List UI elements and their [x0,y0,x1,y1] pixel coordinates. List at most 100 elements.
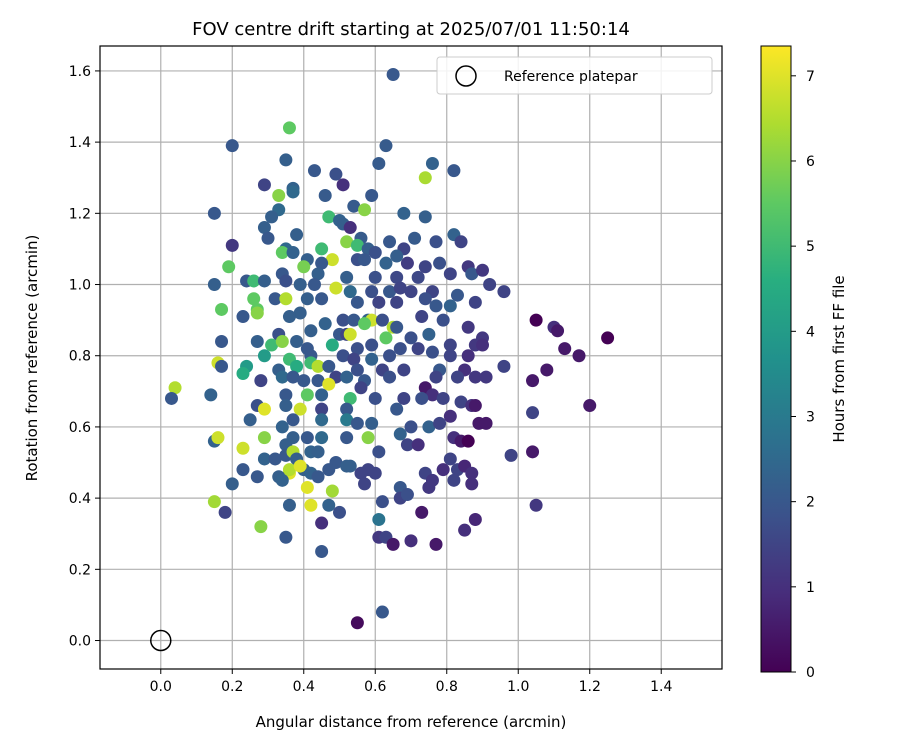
data-point [257,452,271,466]
data-point [225,477,239,491]
data-point [250,470,264,484]
data-point [436,391,450,405]
data-point [286,245,300,259]
data-point [497,359,511,373]
data-point [329,281,343,295]
data-point [350,342,364,356]
legend-entry-label: Reference platepar [504,69,638,85]
data-point [275,420,289,434]
data-point [365,285,379,299]
data-point [236,367,250,381]
data-point [400,488,414,502]
colorbar: 0 1 2 3 4 5 6 7 Hours from first FF file [760,45,848,681]
data-point [311,267,325,281]
data-point [415,505,429,519]
data-point [261,231,275,245]
colorbar-tick-label: 0 [806,665,815,681]
y-axis-ticks: 0.0 0.2 0.4 0.6 0.8 1.0 1.2 1.4 1.6 [69,64,100,650]
data-point [379,256,393,270]
legend-marker-icon [455,65,477,87]
data-point [454,235,468,249]
data-point [164,391,178,405]
data-point [551,324,565,338]
data-point [443,409,457,423]
data-point [365,416,379,430]
data-point [257,221,271,235]
x-tick-label: 0.8 [436,679,458,695]
data-point [372,512,386,526]
data-point [358,203,372,217]
x-axis-ticks: 0.0 0.2 0.4 0.6 0.8 1.0 1.2 1.4 [150,669,672,695]
data-point [297,260,311,274]
data-point [425,473,439,487]
data-point [447,164,461,178]
y-tick-label: 0.6 [69,420,91,436]
data-point [279,530,293,544]
data-point [293,402,307,416]
data-point [350,295,364,309]
data-point [429,299,443,313]
colorbar-tick-label: 1 [806,580,815,596]
data-point [322,210,336,224]
data-point [207,495,221,509]
data-point [390,249,404,263]
colorbar-tick-label: 5 [806,239,815,255]
data-point [257,349,271,363]
data-point [215,359,229,373]
data-point [225,139,239,153]
data-point [350,616,364,630]
data-point [329,167,343,181]
data-point [257,274,271,288]
x-axis-label: Angular distance from reference (arcmin) [256,713,567,731]
data-point [322,377,336,391]
data-point [304,498,318,512]
data-point [290,334,304,348]
data-point [340,235,354,249]
data-point [479,416,493,430]
colorbar-ticks: 0 1 2 3 4 5 6 7 [791,69,815,681]
data-point [347,199,361,213]
data-point [340,402,354,416]
data-point [350,238,364,252]
data-point [300,480,314,494]
data-point [358,253,372,267]
data-point [397,391,411,405]
data-point [529,498,543,512]
data-point [418,260,432,274]
x-tick-label: 0.6 [364,679,386,695]
data-point [526,406,540,420]
data-point [572,349,586,363]
x-tick-label: 1.2 [579,679,601,695]
data-point [461,349,475,363]
data-point [247,274,261,288]
y-tick-label: 0.2 [69,562,91,578]
data-point [333,505,347,519]
data-point [257,402,271,416]
data-point [429,235,443,249]
data-point [443,299,457,313]
data-point [279,153,293,167]
data-point [207,278,221,292]
data-point [375,605,389,619]
data-point [282,310,296,324]
data-point [425,388,439,402]
data-point [400,256,414,270]
data-point [300,292,314,306]
data-point [222,260,236,274]
y-tick-label: 1.0 [69,278,91,294]
data-point [429,370,443,384]
data-point [282,463,296,477]
data-point [558,342,572,356]
data-point [290,359,304,373]
data-point [418,292,432,306]
legend: Reference platepar [436,56,713,95]
data-point [404,420,418,434]
data-point [290,228,304,242]
data-point [243,413,257,427]
y-tick-label: 1.2 [69,206,91,222]
data-point [358,317,372,331]
data-point [383,349,397,363]
data-point [315,242,329,256]
data-point [340,370,354,384]
data-point [275,473,289,487]
